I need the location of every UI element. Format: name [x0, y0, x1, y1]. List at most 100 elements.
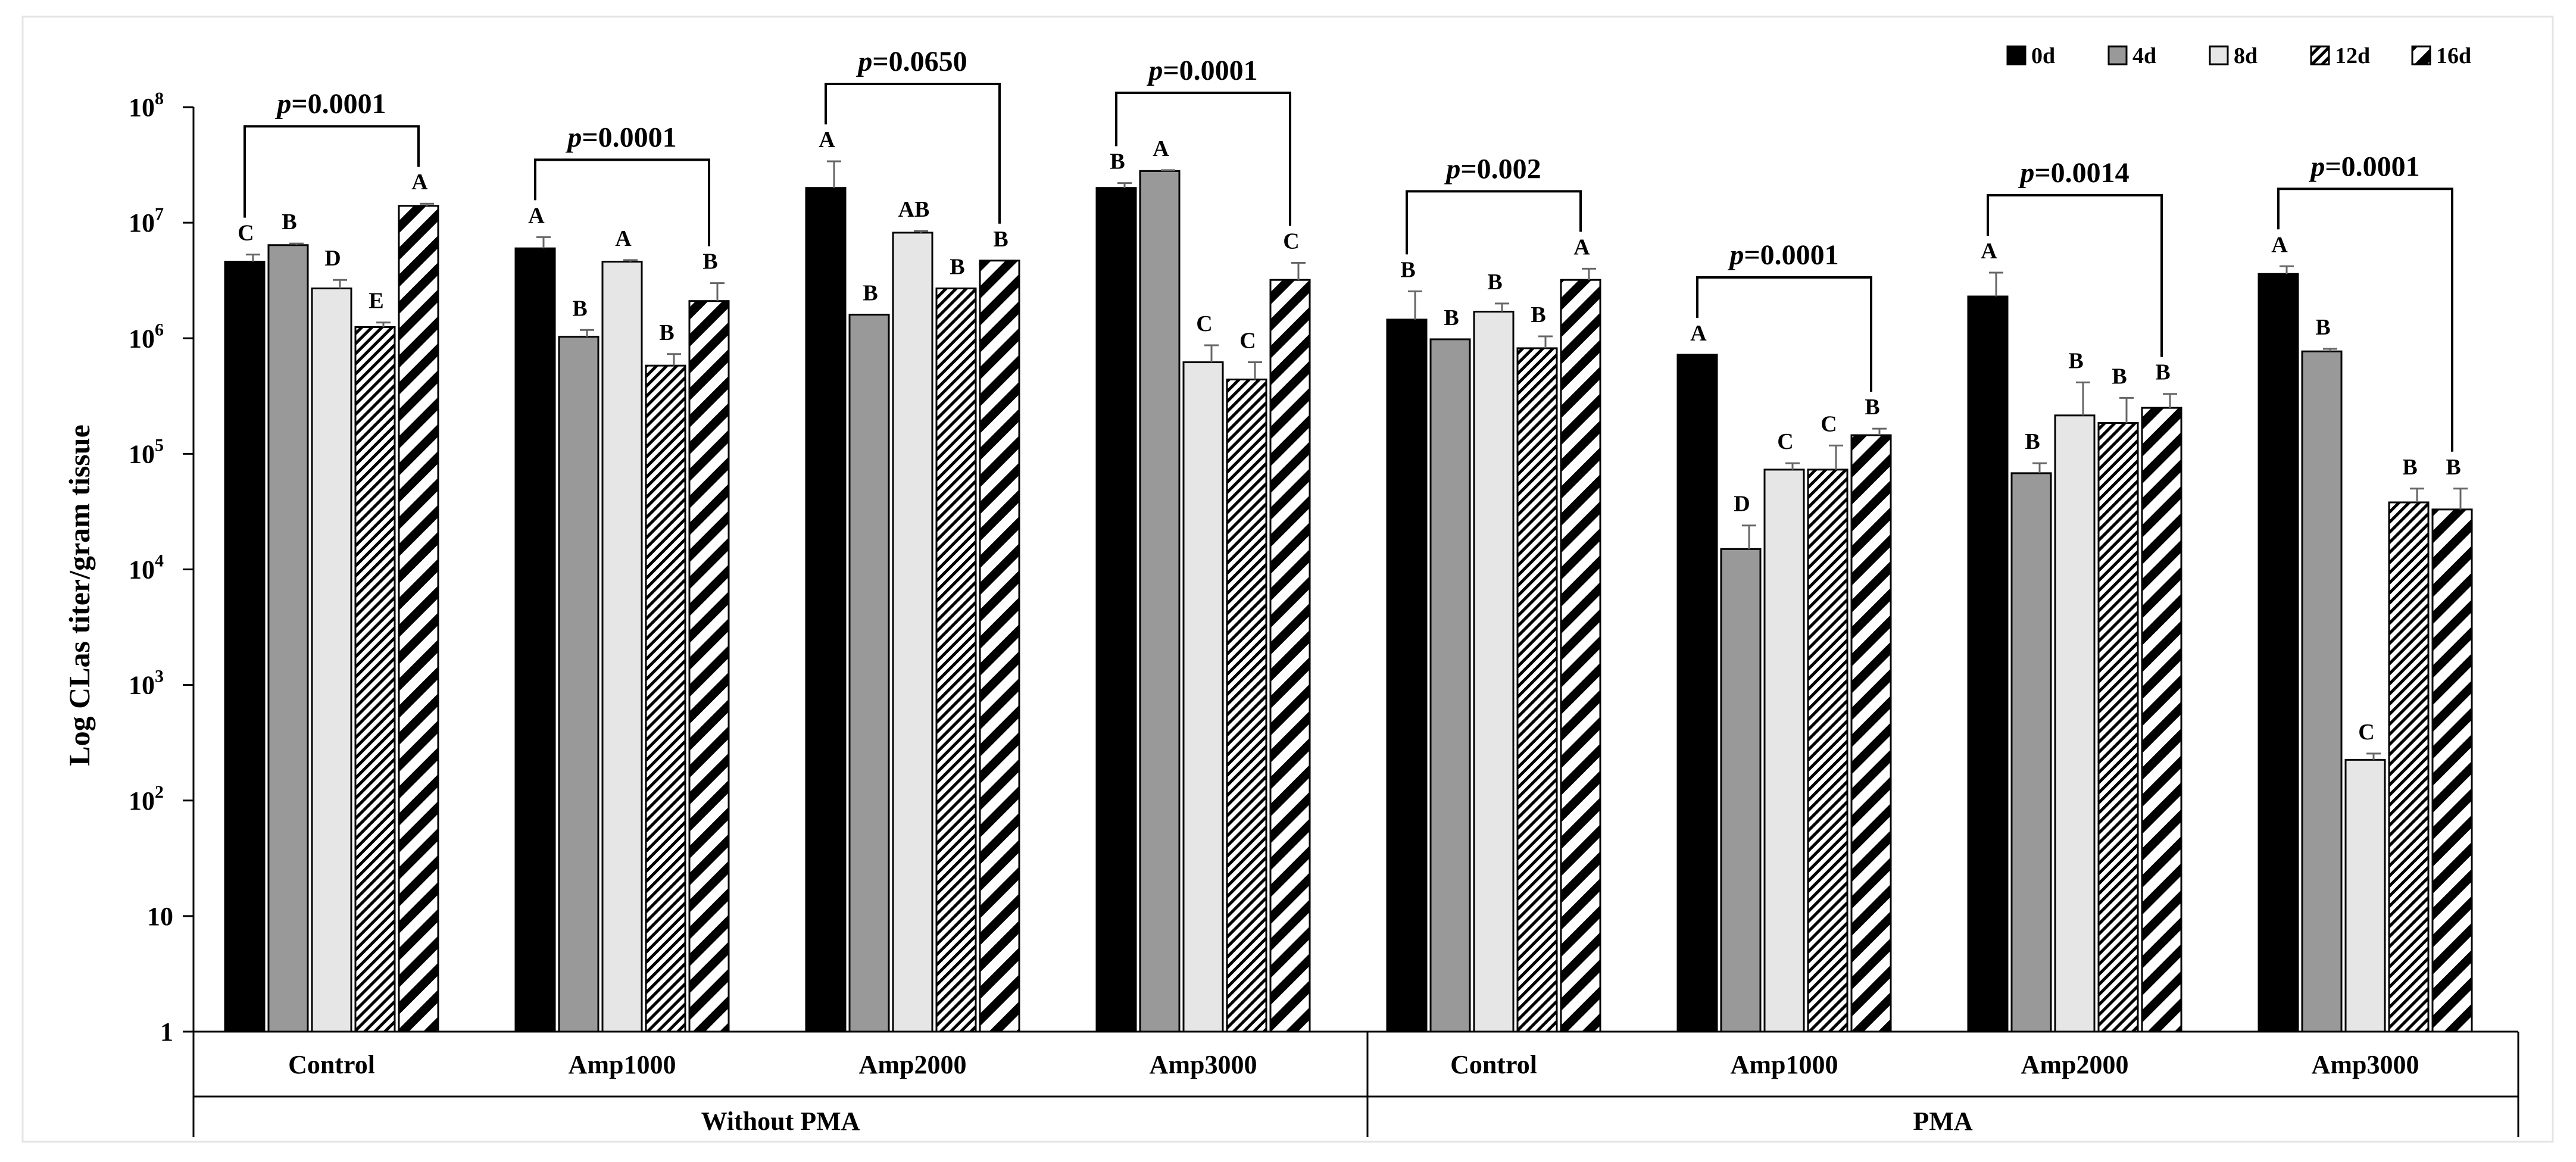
- bar-12d: [1226, 378, 1267, 1033]
- significance-letter: B: [2025, 429, 2040, 454]
- bar-16d: [1850, 434, 1892, 1033]
- legend-swatch-8d: [2209, 45, 2229, 65]
- x-tick-label: Amp2000: [859, 1050, 967, 1079]
- significance-letter: A: [615, 226, 632, 251]
- p-value-bracket: [243, 125, 420, 218]
- bar-8d: [311, 288, 352, 1033]
- p-value-label: p=0.0001: [274, 88, 386, 120]
- bar-4d: [267, 244, 309, 1033]
- significance-letter: B: [2068, 348, 2083, 373]
- bar-12d: [1807, 468, 1849, 1033]
- y-tick-label: 107: [129, 204, 164, 238]
- y-tick-label: 105: [129, 435, 164, 468]
- p-value-bracket: [1115, 91, 1291, 226]
- significance-letter: A: [2271, 232, 2288, 257]
- p-value-bracket: [534, 158, 710, 246]
- y-axis-label: Log CLas titer/gram tissue: [63, 424, 96, 766]
- bar-16d: [979, 260, 1020, 1033]
- significance-letter: C: [1196, 311, 1212, 336]
- x-tick-label: Amp1000: [1731, 1050, 1838, 1079]
- significance-letter: B: [1865, 395, 1879, 420]
- y-tick-label: 104: [129, 551, 164, 585]
- bar-8d: [2054, 414, 2096, 1033]
- bar-8d: [892, 232, 933, 1033]
- legend-swatch-16d: [2411, 45, 2431, 65]
- legend-label: 16d: [2436, 43, 2471, 68]
- significance-brackets: p=0.0001 p=0.0001 p=0.0650 p=0.0001 p=0.002 p…: [243, 46, 2453, 452]
- p-value-label: p=0.0001: [565, 121, 676, 153]
- x-tick-label: Amp3000: [2312, 1050, 2419, 1079]
- bar-8d: [1473, 311, 1515, 1033]
- bar-12d: [2097, 422, 2139, 1033]
- significance-letter: E: [369, 289, 383, 314]
- significance-letter: A: [528, 203, 545, 228]
- significance-letter: C: [2358, 720, 2374, 745]
- significance-letter: B: [1444, 305, 1459, 330]
- bar-12d: [935, 288, 977, 1033]
- bar-8d: [1763, 468, 1805, 1033]
- p-value-bracket: [1987, 193, 2163, 357]
- bar-8d: [1182, 361, 1224, 1033]
- significance-letter: B: [1400, 257, 1415, 282]
- significance-letter: C: [238, 221, 254, 246]
- bar-4d: [1139, 170, 1181, 1033]
- legend-swatch-0d: [2006, 45, 2027, 65]
- bar-16d: [1560, 279, 1601, 1033]
- bar-4d: [558, 336, 599, 1033]
- bar-0d: [514, 247, 556, 1033]
- x-tick-label: Amp3000: [1150, 1050, 1257, 1079]
- x-tick-label: Control: [288, 1050, 375, 1079]
- bar-16d: [2431, 508, 2473, 1033]
- significance-letter: B: [2315, 315, 2330, 340]
- legend-swatch-12d: [2310, 45, 2330, 65]
- x-tick-label: Control: [1450, 1050, 1537, 1079]
- x-axis: Control Amp1000 Amp2000 Amp3000 Control Amp10…: [192, 1030, 2519, 1137]
- x-tick-label: Amp1000: [569, 1050, 676, 1079]
- significance-letter: C: [1283, 229, 1299, 254]
- significance-letter: B: [2446, 455, 2461, 480]
- y-axis: 1 10 102 103 104 105 106 107 108: [129, 89, 195, 1047]
- significance-letter: A: [819, 127, 835, 152]
- legend: 0d 4d 8d 12d 16d: [2006, 43, 2471, 68]
- bar-16d: [2141, 407, 2182, 1033]
- bar-0d: [805, 187, 847, 1033]
- bar-16d: [688, 300, 730, 1033]
- significance-letter: B: [2402, 455, 2417, 480]
- y-tick-label: 10: [147, 902, 173, 931]
- p-value-label: p=0.0014: [2018, 157, 2129, 189]
- bar-4d: [2010, 472, 2052, 1033]
- significance-letter: B: [702, 249, 717, 274]
- bar-12d: [354, 326, 396, 1033]
- significance-letter: A: [1153, 136, 1169, 161]
- y-tick-label: 102: [129, 782, 164, 816]
- bar-0d: [2257, 273, 2299, 1033]
- significance-letter: B: [1487, 270, 1502, 295]
- legend-label: 0d: [2031, 43, 2055, 68]
- significance-letter: B: [1110, 149, 1125, 174]
- y-tick-label: 103: [129, 667, 164, 700]
- significance-letter: A: [1981, 239, 1997, 264]
- bar-0d: [1386, 318, 1428, 1033]
- bar-16d: [398, 205, 439, 1033]
- significance-letter: B: [282, 210, 296, 235]
- significance-letter: B: [572, 296, 587, 321]
- significance-letter: AB: [898, 197, 930, 222]
- p-value-label: p=0.0001: [1146, 55, 1257, 86]
- significance-letter: B: [2155, 360, 2170, 385]
- bar-4d: [1429, 338, 1471, 1033]
- x-group-label: Without PMA: [701, 1107, 860, 1136]
- bar-8d: [2344, 758, 2386, 1033]
- y-tick-label: 108: [129, 89, 164, 122]
- p-value-bracket: [1696, 276, 1872, 392]
- y-tick-label: 106: [129, 320, 164, 353]
- significance-letter: A: [1573, 235, 1590, 260]
- bar-12d: [1516, 347, 1558, 1033]
- p-value-label: p=0.0001: [2308, 151, 2419, 182]
- bar-16d: [1269, 279, 1311, 1033]
- significance-letter: D: [324, 246, 341, 271]
- legend-swatch-4d: [2107, 45, 2128, 65]
- y-tick-label: 1: [160, 1017, 173, 1047]
- significance-letter: B: [950, 255, 964, 280]
- significance-letter: B: [2112, 364, 2127, 389]
